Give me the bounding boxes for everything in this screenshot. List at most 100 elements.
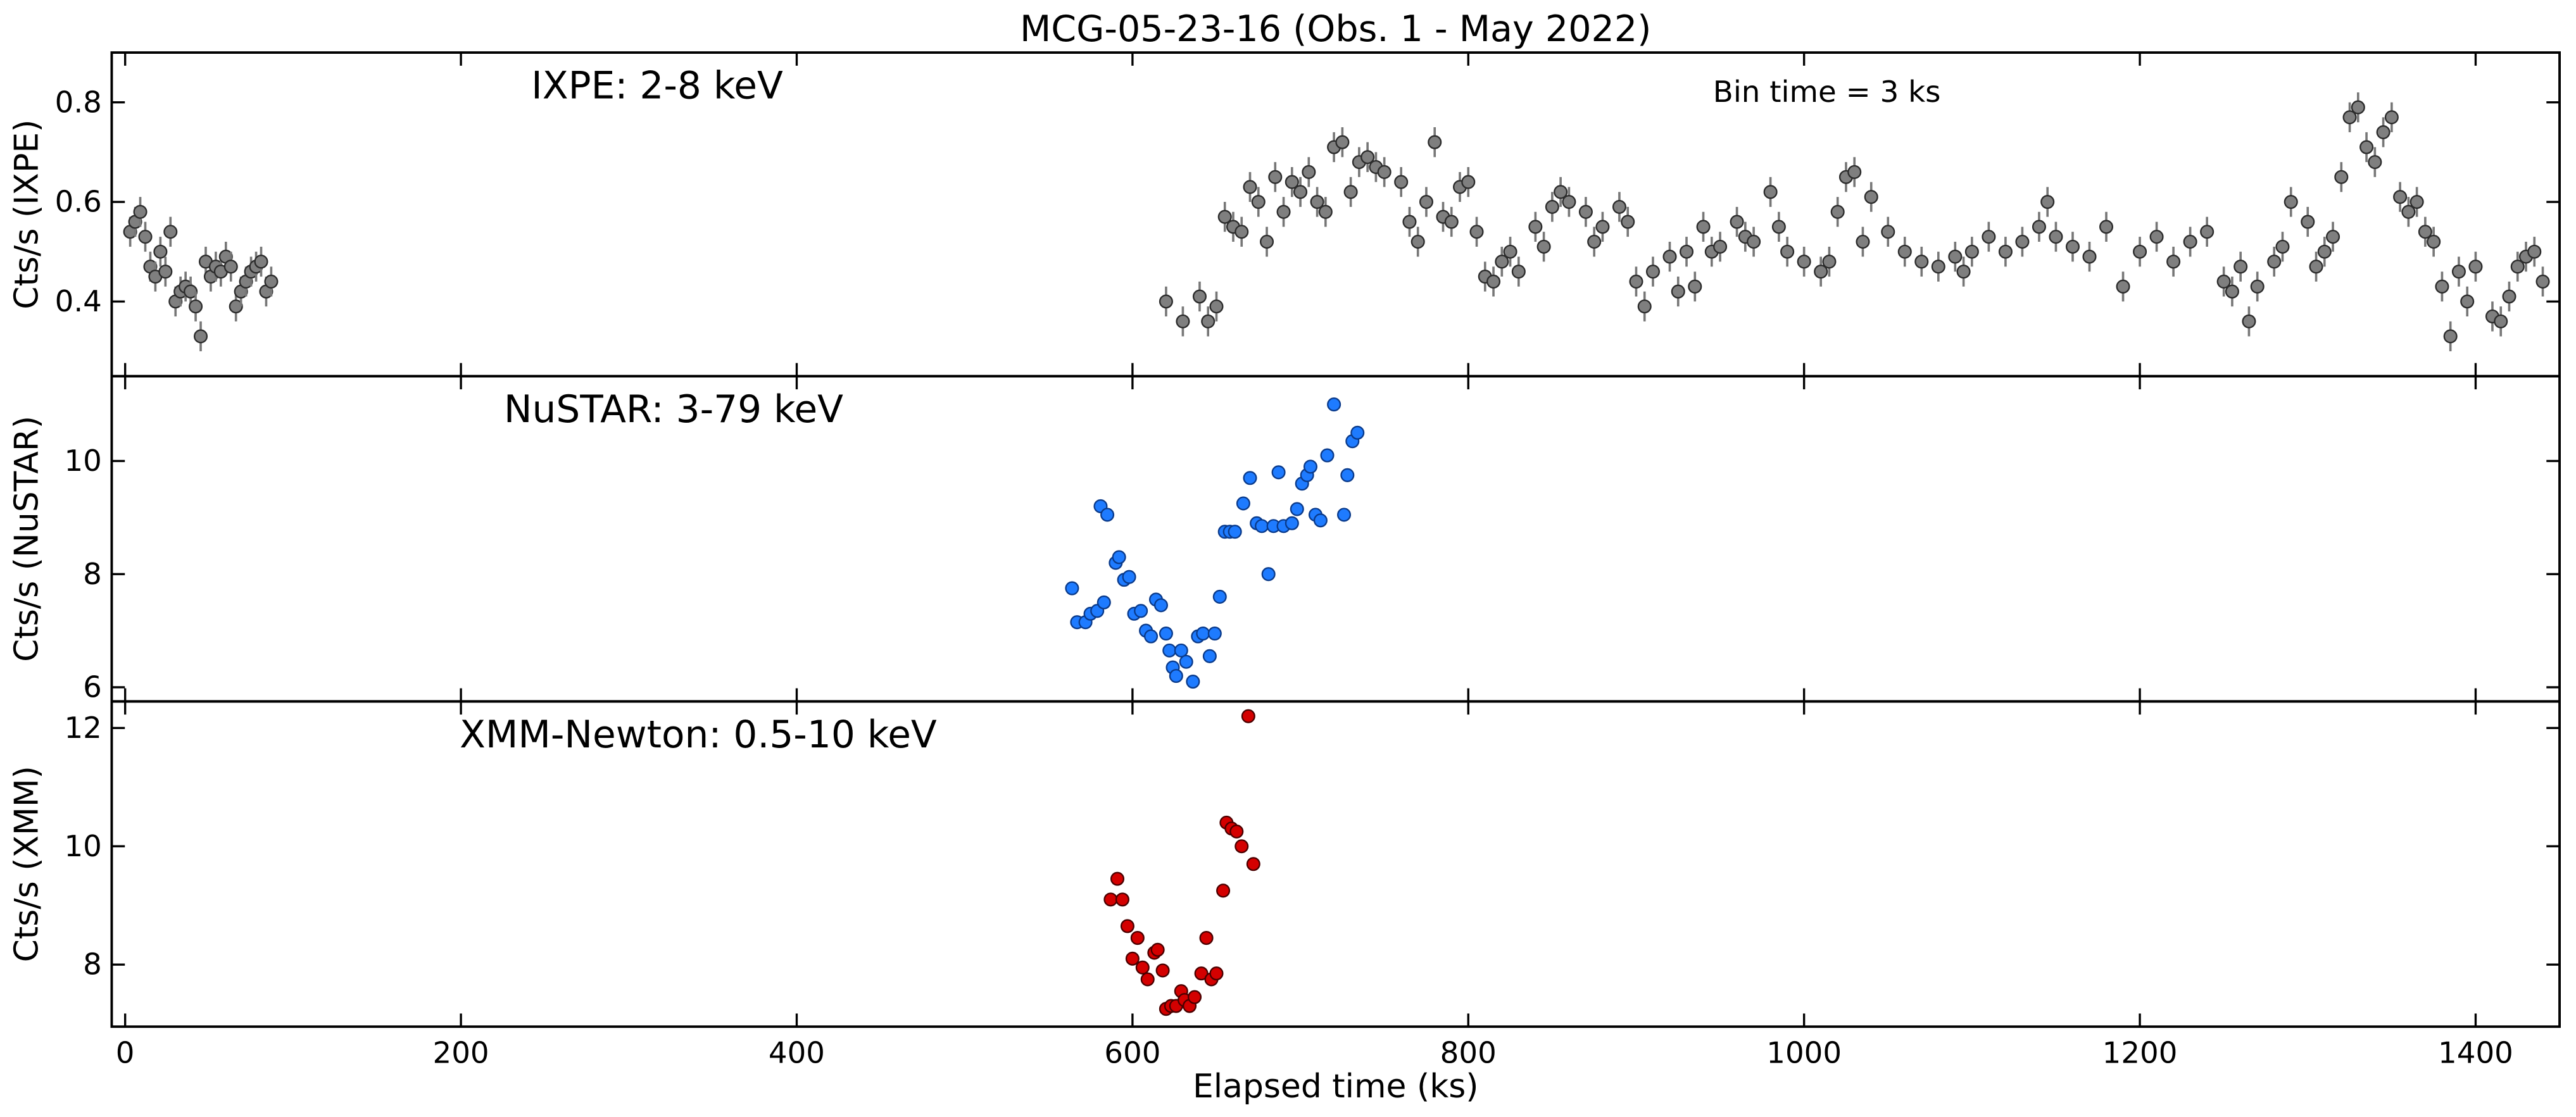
data-point bbox=[2149, 230, 2164, 244]
data-point bbox=[1217, 209, 1232, 224]
data-point bbox=[1125, 951, 1140, 966]
y-tick-label: 0.4 bbox=[55, 285, 102, 319]
data-point bbox=[1134, 604, 1148, 618]
data-point bbox=[1246, 857, 1260, 871]
data-point bbox=[1948, 249, 1963, 264]
y-tick-label: 0.6 bbox=[55, 185, 102, 220]
data-point bbox=[1536, 239, 1551, 254]
data-point bbox=[1688, 279, 1702, 294]
data-point bbox=[1201, 314, 1216, 328]
data-point bbox=[2225, 284, 2239, 299]
data-point bbox=[1327, 397, 1341, 412]
data-point bbox=[1310, 195, 1324, 209]
data-point bbox=[1259, 234, 1274, 249]
data-point bbox=[1268, 170, 1283, 184]
data-point bbox=[1964, 244, 1979, 259]
data-point bbox=[2242, 314, 2256, 328]
data-point bbox=[2368, 155, 2382, 170]
data-point bbox=[2384, 110, 2399, 125]
data-point bbox=[2216, 274, 2231, 289]
data-point bbox=[1881, 225, 1895, 239]
data-point bbox=[1207, 627, 1222, 641]
data-point bbox=[1914, 254, 1929, 269]
data-point bbox=[1251, 195, 1266, 209]
data-point bbox=[2376, 125, 2391, 139]
data-point bbox=[1169, 669, 1183, 683]
plot-frame bbox=[110, 700, 2561, 1028]
data-point bbox=[1402, 215, 1417, 229]
data-point bbox=[2040, 195, 2055, 209]
data-point bbox=[2099, 220, 2114, 234]
x-tick-label: 800 bbox=[1440, 1036, 1497, 1070]
data-point bbox=[2460, 294, 2475, 309]
data-point bbox=[1587, 234, 1602, 249]
chart-title: MCG-05-23-16 (Obs. 1 - May 2022) bbox=[1020, 8, 1651, 50]
data-point bbox=[2049, 230, 2063, 244]
data-point bbox=[1411, 234, 1425, 249]
data-point bbox=[1176, 314, 1190, 328]
y-tick-label: 8 bbox=[83, 558, 102, 592]
data-point bbox=[1486, 274, 1501, 289]
x-tick-label: 1000 bbox=[1766, 1036, 1842, 1070]
data-point bbox=[1864, 190, 1878, 204]
data-point bbox=[1814, 265, 1828, 279]
y-axis-label: Cts/s (IXPE) bbox=[8, 120, 46, 309]
y-tick-label: 10 bbox=[64, 444, 101, 478]
data-point bbox=[1318, 204, 1333, 219]
annotation: Bin time = 3 ks bbox=[1713, 75, 1941, 109]
data-point bbox=[1897, 244, 1912, 259]
data-point bbox=[1192, 289, 1207, 304]
data-point bbox=[1645, 265, 1661, 279]
data-point bbox=[1255, 519, 1269, 534]
data-point bbox=[229, 299, 243, 314]
data-point bbox=[1271, 465, 1286, 480]
data-point bbox=[2200, 225, 2215, 239]
data-point bbox=[1135, 960, 1150, 975]
data-point bbox=[2234, 259, 2248, 274]
data-point bbox=[1293, 185, 1308, 199]
data-point bbox=[1495, 254, 1509, 269]
data-point bbox=[1763, 185, 1778, 199]
data-point bbox=[2065, 239, 2080, 254]
data-point bbox=[2342, 110, 2357, 125]
data-point bbox=[1155, 963, 1170, 978]
data-point bbox=[189, 299, 203, 314]
data-point bbox=[1290, 502, 1304, 516]
data-point bbox=[1428, 135, 1442, 149]
data-point bbox=[1065, 581, 1079, 596]
data-point bbox=[1394, 175, 1409, 189]
data-point bbox=[1179, 654, 1193, 669]
data-point bbox=[1780, 244, 1795, 259]
data-point bbox=[1130, 931, 1145, 945]
data-point bbox=[1797, 254, 1811, 269]
data-point bbox=[2527, 244, 2542, 259]
data-point bbox=[2015, 234, 2030, 249]
data-point bbox=[1360, 150, 1375, 165]
data-point bbox=[1747, 234, 1761, 249]
panel-label: XMM-Newton: 0.5-10 keV bbox=[460, 713, 937, 757]
data-point bbox=[1956, 265, 1971, 279]
x-tick-label: 1200 bbox=[2102, 1036, 2178, 1070]
x-axis-label: Elapsed time (ks) bbox=[1193, 1068, 1479, 1106]
data-point bbox=[1228, 525, 1242, 539]
data-point bbox=[1235, 839, 1249, 854]
data-point bbox=[2284, 195, 2298, 209]
y-tick-label: 6 bbox=[83, 671, 102, 705]
data-point bbox=[1209, 299, 1224, 314]
data-point bbox=[1595, 220, 1610, 234]
data-point bbox=[1830, 204, 1845, 219]
data-point bbox=[193, 329, 208, 344]
data-point bbox=[1637, 299, 1652, 314]
data-point bbox=[2393, 190, 2408, 204]
data-point bbox=[1140, 972, 1155, 987]
data-point bbox=[1103, 892, 1118, 907]
data-point bbox=[1931, 259, 1945, 274]
plot-frame bbox=[110, 51, 2561, 378]
data-point bbox=[2535, 274, 2550, 289]
data-point bbox=[1982, 230, 1996, 244]
data-point bbox=[1199, 931, 1214, 945]
data-point bbox=[1186, 675, 1200, 689]
data-point bbox=[1110, 871, 1125, 886]
data-point bbox=[1336, 508, 1352, 522]
